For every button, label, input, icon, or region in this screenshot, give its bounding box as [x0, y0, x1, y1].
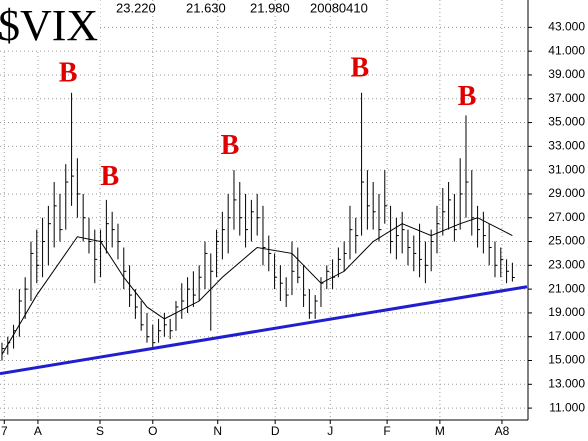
annotation: B	[221, 130, 240, 161]
moving-average	[1, 217, 513, 355]
x-tick-label: A8	[495, 424, 510, 438]
y-tick-label: 35.000	[548, 115, 585, 129]
plot	[0, 92, 528, 376]
y-tick-label: 13.000	[548, 376, 585, 390]
y-tick-label: 33.000	[548, 139, 585, 153]
y-tick-label: 21.000	[548, 281, 585, 295]
x-tick-label: S	[96, 424, 104, 438]
x-tick-label: M	[435, 424, 445, 438]
header-value: 21.980	[250, 0, 290, 15]
x-tick-label: D	[271, 424, 280, 438]
trendline	[0, 285, 528, 376]
x-tick-label: F	[383, 424, 390, 438]
x-tick-label: J	[327, 424, 333, 438]
annotation: B	[350, 53, 369, 84]
y-tick-label: 27.000	[548, 210, 585, 224]
header-bg	[0, 0, 100, 50]
annotation: B	[59, 57, 78, 88]
x-tick-label: N	[213, 424, 222, 438]
x-tick-label: O	[148, 424, 157, 438]
annotation: B	[458, 81, 477, 112]
y-tick-label: 41.000	[548, 43, 585, 57]
symbol: $VIX	[0, 1, 98, 50]
y-tick-label: 43.000	[548, 20, 585, 34]
y-tick-label: 39.000	[548, 67, 585, 81]
x-tick-label: 7	[1, 424, 8, 438]
header-date: 20080410	[310, 0, 368, 15]
y-tick-label: 23.000	[548, 257, 585, 271]
y-tick-label: 17.000	[548, 329, 585, 343]
y-tick-label: 25.000	[548, 234, 585, 248]
y-tick-label: 15.000	[548, 353, 585, 367]
header-value: 23.220	[116, 0, 156, 15]
y-tick-label: 29.000	[548, 186, 585, 200]
y-tick-label: 37.000	[548, 91, 585, 105]
x-tick-label: A	[34, 424, 42, 438]
y-tick-label: 11.000	[549, 400, 585, 414]
header-value: 21.630	[186, 0, 226, 15]
y-tick-label: 19.000	[548, 305, 585, 319]
y-tick-label: 31.000	[548, 162, 585, 176]
annotation: B	[101, 161, 120, 192]
